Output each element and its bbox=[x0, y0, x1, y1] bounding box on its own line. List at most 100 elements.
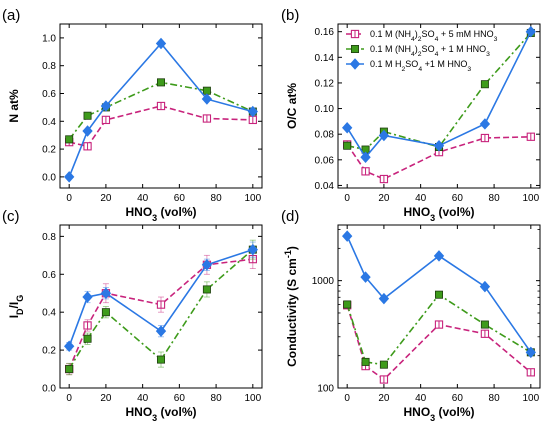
y-tick-label: 0.8 bbox=[42, 61, 56, 72]
legend-marker bbox=[350, 45, 359, 54]
y-tick-label: 0.4 bbox=[42, 308, 56, 319]
x-tick-label: 100 bbox=[244, 393, 261, 404]
data-point bbox=[378, 129, 390, 142]
data-point bbox=[248, 115, 257, 125]
x-tick-label: 0 bbox=[66, 393, 72, 404]
series-line bbox=[346, 136, 531, 180]
data-point bbox=[479, 280, 491, 293]
chart-panel-4: (d) 0 20 40 60 80 100 100 1000 HNO3 (vol%) Conduct… bbox=[281, 208, 541, 422]
data-point bbox=[82, 291, 93, 303]
y-tick-label: 0.16 bbox=[315, 27, 335, 38]
x-tick-label: 100 bbox=[244, 193, 261, 204]
series-line bbox=[346, 31, 532, 159]
legend-label: 0.1 M H2SO4 +1 M HNO3 bbox=[370, 59, 471, 73]
x-tick-label: 0 bbox=[344, 393, 350, 404]
data-point bbox=[379, 375, 389, 384]
x-tick-label: 80 bbox=[211, 393, 223, 404]
y-tick-label: 0.08 bbox=[315, 130, 335, 141]
data-point bbox=[480, 329, 490, 338]
y-axis-label: N at% bbox=[7, 89, 21, 123]
y-tick-label: 1.0 bbox=[42, 33, 56, 44]
series-3 bbox=[342, 230, 536, 359]
series-3 bbox=[64, 241, 258, 353]
data-point bbox=[479, 118, 491, 130]
panel-label: (c) bbox=[2, 208, 20, 225]
data-point bbox=[342, 230, 353, 242]
chart-panel-3: (c) 0 20 40 60 80 100 0.0 0.2 0.4 0.6 0.8 HNO3 (vol%… bbox=[2, 208, 263, 422]
data-point bbox=[526, 368, 535, 377]
y-tick-label: 0.0 bbox=[42, 172, 56, 183]
data-point bbox=[379, 174, 389, 184]
series-2 bbox=[343, 290, 535, 369]
x-tick-label: 40 bbox=[415, 393, 427, 404]
plot-frame bbox=[59, 23, 263, 189]
data-point bbox=[155, 325, 167, 337]
series-1 bbox=[343, 301, 535, 384]
series-1 bbox=[65, 101, 257, 151]
x-tick-label: 20 bbox=[378, 193, 390, 204]
series-line bbox=[346, 293, 532, 366]
x-tick-label: 20 bbox=[100, 193, 112, 204]
data-point bbox=[156, 78, 165, 87]
y-tick-label: 0.10 bbox=[315, 104, 335, 115]
data-point bbox=[480, 80, 489, 89]
data-point bbox=[525, 25, 536, 38]
data-point bbox=[480, 133, 490, 143]
x-axis-label: HNO3 (vol%) bbox=[125, 205, 196, 223]
data-point bbox=[64, 340, 75, 353]
data-point bbox=[202, 86, 211, 95]
legend-marker bbox=[350, 29, 360, 39]
y-tick-label: 0.06 bbox=[315, 155, 335, 166]
series-line bbox=[346, 305, 532, 381]
x-tick-label: 60 bbox=[174, 393, 186, 404]
data-point bbox=[83, 142, 92, 151]
y-tick-label: 0.14 bbox=[315, 53, 335, 64]
data-point bbox=[525, 346, 536, 359]
data-point bbox=[201, 93, 213, 105]
data-point bbox=[360, 271, 371, 283]
x-tick-label: 60 bbox=[174, 193, 186, 204]
panel-label: (d) bbox=[281, 208, 299, 225]
y-tick-label: 0.6 bbox=[42, 270, 56, 281]
data-point bbox=[156, 355, 165, 364]
chart-panel-2: (b) 0 20 40 60 80 100 0.04 0.06 0.08 0.10 0.12 0.14 0… bbox=[281, 7, 541, 223]
data-point bbox=[83, 334, 92, 343]
y-axis-label: Conductivity (S cm-1) bbox=[283, 246, 299, 367]
x-tick-label: 80 bbox=[211, 193, 223, 204]
data-point bbox=[64, 171, 75, 183]
x-axis-label: HNO3 (vol%) bbox=[403, 205, 474, 223]
legend-label: 0.1 M (NH4)2SO4 + 5 mM HNO3 bbox=[370, 29, 498, 43]
series-line bbox=[68, 81, 254, 140]
data-point bbox=[83, 111, 92, 120]
y-tick-label: 0.2 bbox=[42, 346, 56, 357]
data-point bbox=[101, 308, 110, 317]
data-point bbox=[83, 321, 92, 330]
x-tick-label: 60 bbox=[452, 393, 464, 404]
data-point bbox=[434, 320, 444, 329]
data-point bbox=[101, 115, 111, 125]
data-point bbox=[247, 243, 258, 256]
data-point bbox=[480, 320, 489, 329]
plot-frame bbox=[337, 224, 541, 389]
series-line bbox=[69, 105, 253, 148]
y-tick-label: 0.04 bbox=[315, 181, 335, 192]
series-3 bbox=[64, 37, 258, 183]
x-tick-label: 40 bbox=[415, 193, 427, 204]
data-point bbox=[155, 37, 167, 50]
x-tick-label: 80 bbox=[489, 193, 501, 204]
data-point bbox=[156, 101, 166, 111]
panel-label: (a) bbox=[2, 7, 20, 24]
y-tick-label: 0.2 bbox=[42, 145, 56, 156]
data-point bbox=[202, 285, 211, 294]
data-point bbox=[361, 357, 370, 366]
chart-panel-1: (a) 0 20 40 60 80 100 0.0 0.2 0.4 0.6 0.8 1.0 HNO3 (v… bbox=[2, 7, 263, 223]
x-tick-label: 0 bbox=[344, 193, 350, 204]
y-tick-label: 0.6 bbox=[42, 89, 56, 100]
series-line bbox=[346, 235, 532, 353]
x-tick-label: 80 bbox=[489, 393, 501, 404]
y-axis-label: O/C at% bbox=[285, 83, 299, 129]
data-point bbox=[378, 292, 390, 305]
x-tick-label: 60 bbox=[452, 193, 464, 204]
y-tick-label: 0.0 bbox=[42, 384, 56, 395]
data-point bbox=[65, 135, 74, 144]
